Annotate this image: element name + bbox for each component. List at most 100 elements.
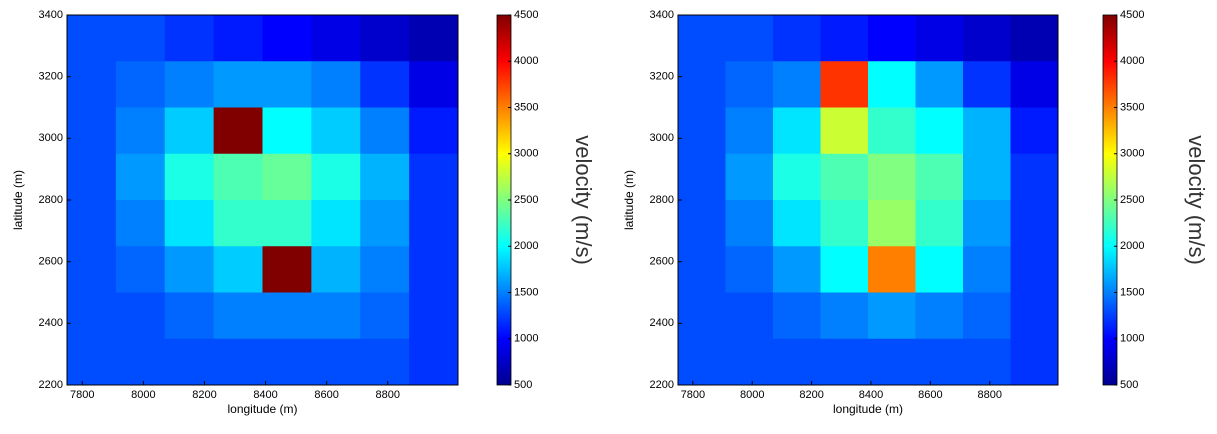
heatmap-cell: [311, 200, 361, 247]
heatmap-cell: [67, 153, 117, 201]
heatmap-cell: [360, 61, 410, 108]
heatmap-cell: [868, 246, 916, 293]
heatmap-cell: [67, 338, 117, 385]
heatmap-cell: [820, 15, 869, 62]
colorbar-tick-label: 2000: [1120, 240, 1144, 252]
heatmap-cell: [963, 61, 1011, 108]
y-tick-label: 2600: [39, 256, 63, 268]
heatmap-cell: [164, 246, 215, 293]
heatmap-cell: [1010, 338, 1058, 385]
heatmap-cell: [164, 292, 215, 340]
heatmap-cell: [67, 107, 117, 155]
heatmap-cell: [164, 15, 215, 62]
x-tick-label: 7800: [681, 389, 705, 401]
heatmap-cell: [868, 338, 916, 385]
heatmap-cell: [213, 107, 263, 155]
heatmap-cell: [311, 338, 361, 385]
heatmap-cell: [311, 15, 361, 62]
heatmap-cell: [1010, 61, 1058, 108]
x-tick-label: 7800: [70, 389, 94, 401]
heatmap-cell: [115, 338, 166, 385]
x-tick-label: 8800: [977, 389, 1001, 401]
heatmap-cell: [963, 107, 1011, 155]
heatmap-cell: [311, 246, 361, 293]
heatmap-cell: [915, 292, 964, 340]
heatmap-cell: [311, 153, 361, 201]
y-tick-label: 2400: [650, 317, 674, 329]
y-tick-label: 3000: [650, 132, 674, 144]
x-tick-label: 8200: [192, 389, 216, 401]
heatmap-cell: [115, 292, 166, 340]
heatmap-cell: [915, 338, 964, 385]
heatmap-cell: [820, 61, 869, 108]
x-tick-label: 8200: [799, 389, 823, 401]
heatmap-cell: [115, 200, 166, 247]
heatmap-cells: [678, 15, 1058, 385]
x-axis-label: longitude (m): [227, 402, 297, 416]
y-tick-label: 3200: [39, 71, 63, 83]
heatmap-cell: [773, 61, 821, 108]
heatmap-cell: [725, 200, 774, 247]
heatmap-cell: [725, 61, 774, 108]
colorbar-tick-label: 3000: [514, 148, 538, 160]
heatmap-cell: [262, 107, 312, 155]
heatmap-cell: [164, 153, 215, 201]
heatmap-cell: [678, 246, 726, 293]
heatmap-cell: [311, 292, 361, 340]
heatmap-cell: [820, 246, 869, 293]
x-tick-label: 8600: [314, 389, 338, 401]
colorbar-tick-label: 500: [514, 379, 532, 391]
heatmap-cell: [678, 107, 726, 155]
y-tick-label: 3400: [39, 9, 63, 21]
heatmap-cell: [963, 153, 1011, 201]
colorbar-tick-label: 4000: [1120, 55, 1144, 67]
heatmap-cell: [67, 200, 117, 247]
heatmap-cell: [820, 292, 869, 340]
y-tick-label: 2800: [39, 194, 63, 206]
heatmap-cell: [262, 338, 312, 385]
y-tick-label: 2800: [650, 194, 674, 206]
heatmap-cell: [262, 15, 312, 62]
heatmap-cell: [360, 338, 410, 385]
heatmap-cell: [773, 292, 821, 340]
heatmap-cell: [678, 292, 726, 340]
heatmap-cell: [409, 107, 458, 155]
heatmap-cell: [773, 153, 821, 201]
heatmap-cell: [725, 292, 774, 340]
heatmap-cell: [213, 246, 263, 293]
x-tick-label: 8400: [253, 389, 277, 401]
heatmap-cell: [915, 61, 964, 108]
colorbar-tick-label: 4500: [514, 9, 538, 21]
heatmap-cell: [915, 246, 964, 293]
heatmap-cells: [67, 15, 458, 385]
colorbar-tick-label: 3500: [514, 101, 538, 113]
heatmap-cell: [678, 200, 726, 247]
heatmap-cell: [773, 15, 821, 62]
heatmap-cell: [678, 153, 726, 201]
heatmap-cell: [1010, 200, 1058, 247]
heatmap-cell: [360, 200, 410, 247]
heatmap-cell: [773, 200, 821, 247]
heatmap-cell: [915, 200, 964, 247]
heatmap-cell: [213, 338, 263, 385]
heatmap-cell: [409, 61, 458, 108]
y-tick-label: 2400: [39, 317, 63, 329]
colorbar-tick-label: 1000: [1120, 333, 1144, 345]
heatmap-cell: [360, 246, 410, 293]
heatmap-cell: [820, 153, 869, 201]
heatmap-cell: [262, 246, 312, 293]
x-tick-label: 8800: [376, 389, 400, 401]
y-tick-label: 3200: [650, 71, 674, 83]
colorbar-tick-label: 2000: [514, 240, 538, 252]
heatmap-cell: [409, 153, 458, 201]
heatmap-cell: [868, 153, 916, 201]
heatmap-cell: [409, 292, 458, 340]
colorbar-tick-label: 4000: [514, 55, 538, 67]
heatmap-cell: [963, 292, 1011, 340]
heatmap-cell: [820, 200, 869, 247]
heatmap-cell: [915, 153, 964, 201]
heatmap-cell: [868, 200, 916, 247]
x-tick-label: 8400: [859, 389, 883, 401]
heatmap-cell: [213, 292, 263, 340]
